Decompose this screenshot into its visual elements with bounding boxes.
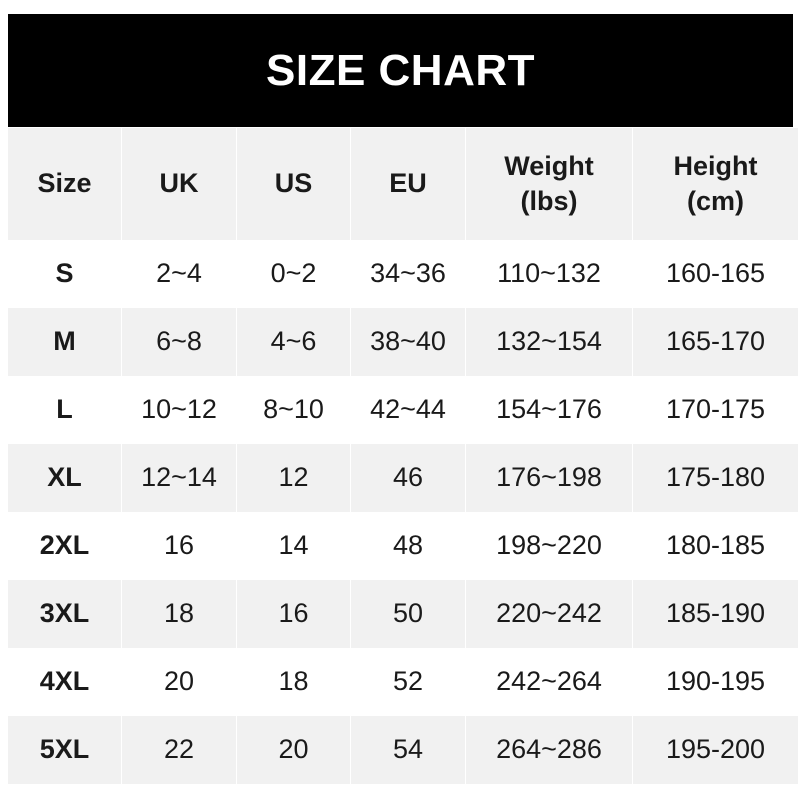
table-cell: 48 [392, 530, 424, 561]
column-header: Height (cm) [633, 128, 798, 240]
table-cell: 20 [237, 716, 350, 784]
size-label-cell: 2XL [39, 530, 90, 561]
table-cell: 198~220 [496, 530, 602, 561]
table-cell: 22 [122, 716, 236, 784]
table-cell: 38~40 [351, 308, 465, 376]
table-cell: 4~6 [237, 308, 350, 376]
column-header: EU [351, 128, 465, 240]
table-cell: 160-165 [665, 258, 766, 289]
column-header: US [237, 128, 350, 240]
table-cell: 10~12 [141, 394, 217, 425]
table-cell: 190-195 [665, 666, 766, 697]
table-cell: 20 [163, 666, 195, 697]
table-cell: 42~44 [370, 394, 446, 425]
table-cell: 14 [278, 530, 309, 561]
table-cell: 220~242 [466, 580, 632, 648]
table-cell: 0~2 [270, 258, 317, 289]
table-cell: 176~198 [466, 444, 632, 512]
size-label-cell: 4XL [39, 666, 90, 697]
table-cell: 165-170 [633, 308, 798, 376]
table-cell: 18 [122, 580, 236, 648]
table-cell: 8~10 [263, 394, 324, 425]
table-cell: 18 [278, 666, 309, 697]
table-cell: 242~264 [496, 666, 602, 697]
size-label-cell: XL [8, 444, 121, 512]
table-cell: 132~154 [466, 308, 632, 376]
size-label-cell: M [8, 308, 121, 376]
table-cell: 12 [237, 444, 350, 512]
size-label-cell: 3XL [8, 580, 121, 648]
table-cell: 170-175 [665, 394, 766, 425]
table-cell: 12~14 [122, 444, 236, 512]
table-cell: 16 [237, 580, 350, 648]
table-cell: 180-185 [665, 530, 766, 561]
table-cell: 50 [351, 580, 465, 648]
table-cell: 54 [351, 716, 465, 784]
table-cell: 185-190 [633, 580, 798, 648]
table-cell: 34~36 [370, 258, 446, 289]
table-cell: 110~132 [497, 258, 601, 289]
table-cell: 2~4 [156, 258, 202, 289]
size-label-cell: L [56, 394, 73, 425]
table-cell: 175-180 [633, 444, 798, 512]
size-label-cell: 5XL [8, 716, 121, 784]
table-cell: 264~286 [466, 716, 632, 784]
size-chart-title: SIZE CHART [8, 14, 793, 127]
column-header: Weight (lbs) [466, 128, 632, 240]
table-cell: 154~176 [496, 394, 602, 425]
column-header: UK [122, 128, 236, 240]
size-table: Size UK US EU Weight (lbs) Height (cm) S 2~4 0~2… [8, 128, 798, 784]
table-cell: 46 [351, 444, 465, 512]
table-cell: 16 [163, 530, 195, 561]
size-label-cell: S [55, 258, 74, 289]
column-header: Size [8, 128, 121, 240]
table-cell: 6~8 [122, 308, 236, 376]
table-cell: 195-200 [633, 716, 798, 784]
table-cell: 52 [392, 666, 424, 697]
